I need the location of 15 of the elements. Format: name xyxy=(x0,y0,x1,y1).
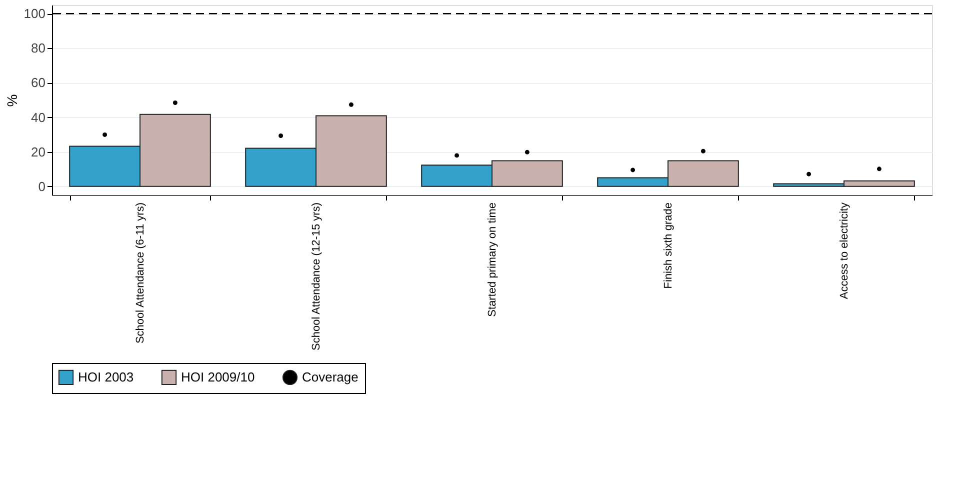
x-tick-label: Access to electricity xyxy=(838,202,850,300)
y-tick-label: 40 xyxy=(31,110,46,125)
y-tick-label: 0 xyxy=(38,178,46,194)
legend-label: Coverage xyxy=(302,369,358,384)
y-tick-label: 60 xyxy=(31,75,46,90)
y-tick-label: 80 xyxy=(31,40,46,56)
y-tick-label: 100 xyxy=(24,6,46,22)
x-tick-label: Started primary on time xyxy=(486,202,498,317)
legend-label: HOI 2009/10 xyxy=(181,369,255,384)
x-tick-label: Finish sixth grade xyxy=(662,202,674,289)
legend-label: HOI 2003 xyxy=(78,369,134,384)
y-axis-title: % xyxy=(4,94,20,107)
x-tick-label: School Attendance (6-11 yrs) xyxy=(134,202,146,344)
x-tick-label: School Attendance (12-15 yrs) xyxy=(310,202,322,350)
y-tick-label: 20 xyxy=(31,144,46,160)
